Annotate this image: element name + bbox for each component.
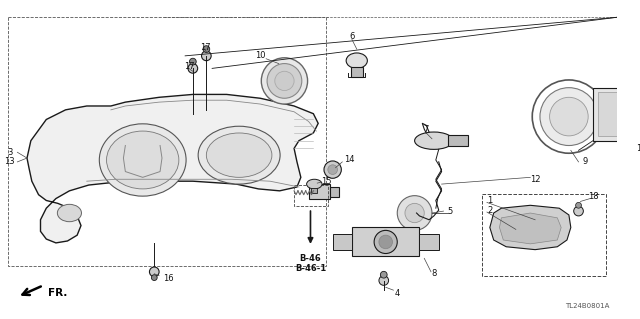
Text: 7: 7 [424, 125, 429, 134]
Text: 5: 5 [447, 207, 453, 216]
Text: TL24B0801A: TL24B0801A [565, 303, 609, 309]
Circle shape [150, 267, 159, 277]
Text: 3: 3 [7, 148, 12, 157]
Ellipse shape [106, 131, 179, 189]
Bar [330, 187, 339, 197]
Text: B-46-1: B-46-1 [295, 264, 326, 273]
Bar [598, 93, 634, 136]
Circle shape [374, 230, 397, 254]
Circle shape [275, 71, 294, 91]
Circle shape [540, 88, 598, 145]
Text: B-46: B-46 [300, 255, 321, 263]
Bar [593, 88, 639, 141]
Text: 6: 6 [349, 32, 355, 41]
Ellipse shape [58, 204, 81, 222]
Text: 11: 11 [636, 144, 640, 153]
Ellipse shape [198, 126, 280, 184]
Bar [419, 234, 438, 250]
Bar [312, 188, 317, 193]
Circle shape [188, 63, 198, 73]
Circle shape [152, 275, 157, 280]
Bar [352, 227, 419, 256]
Circle shape [261, 58, 308, 104]
Circle shape [573, 206, 583, 216]
Text: 1: 1 [487, 196, 492, 205]
Text: 14: 14 [344, 155, 355, 165]
Bar [308, 184, 330, 198]
Text: 16: 16 [163, 274, 174, 283]
Polygon shape [490, 205, 571, 250]
Bar [333, 234, 352, 250]
Bar [449, 135, 468, 146]
Ellipse shape [206, 133, 272, 177]
Ellipse shape [415, 132, 453, 149]
Polygon shape [27, 94, 318, 243]
Bar [294, 185, 328, 206]
Circle shape [380, 271, 387, 278]
Polygon shape [499, 213, 561, 244]
Circle shape [189, 58, 196, 65]
Text: 12: 12 [530, 175, 540, 184]
Text: 17: 17 [200, 43, 211, 52]
Circle shape [550, 97, 588, 136]
Circle shape [405, 204, 424, 223]
Circle shape [203, 46, 210, 52]
Ellipse shape [307, 179, 322, 189]
Bar [482, 194, 605, 276]
Text: 2: 2 [487, 206, 492, 215]
Text: 13: 13 [4, 157, 15, 167]
Bar [351, 67, 362, 77]
Circle shape [202, 51, 211, 61]
Text: 10: 10 [255, 51, 266, 60]
Text: 4: 4 [395, 289, 400, 298]
Text: 17: 17 [184, 62, 195, 71]
Text: 9: 9 [582, 157, 588, 167]
Text: 18: 18 [588, 192, 598, 201]
Circle shape [328, 165, 337, 174]
Text: 15: 15 [321, 177, 331, 186]
Text: FR.: FR. [48, 288, 68, 298]
Circle shape [379, 235, 392, 249]
Circle shape [267, 63, 302, 98]
Ellipse shape [99, 124, 186, 196]
Circle shape [324, 161, 341, 178]
Circle shape [397, 196, 432, 230]
Ellipse shape [346, 53, 367, 68]
Text: 8: 8 [431, 269, 436, 278]
Circle shape [575, 203, 581, 208]
Circle shape [379, 276, 388, 285]
